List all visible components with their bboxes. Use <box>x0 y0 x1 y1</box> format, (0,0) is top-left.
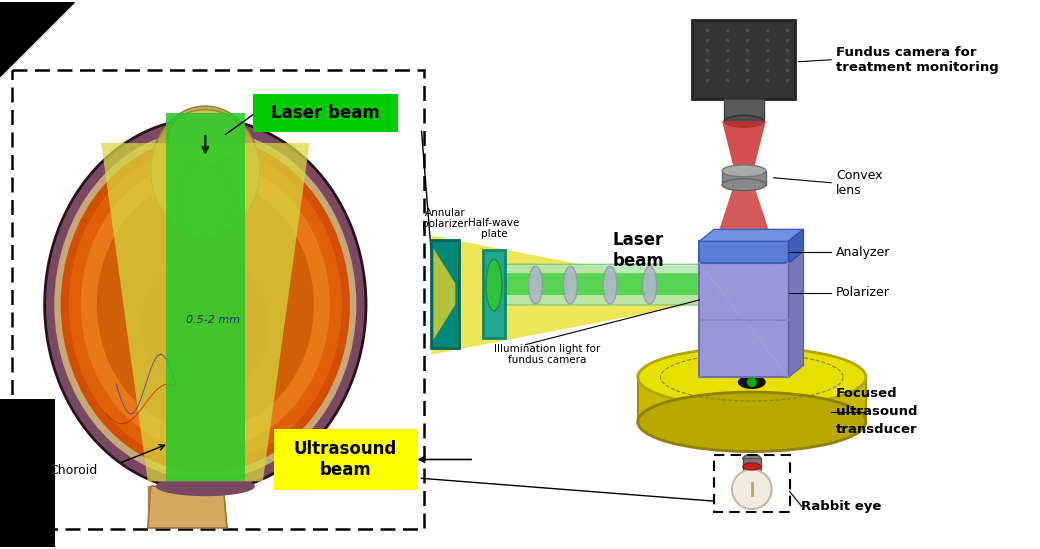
Text: Polarizer: Polarizer <box>836 287 890 299</box>
Text: Annular
polarizer: Annular polarizer <box>422 208 468 229</box>
Polygon shape <box>148 486 151 528</box>
Ellipse shape <box>738 375 765 389</box>
Polygon shape <box>165 113 245 481</box>
Polygon shape <box>699 251 804 263</box>
Text: Half-wave
plate: Half-wave plate <box>468 218 520 239</box>
FancyBboxPatch shape <box>693 20 796 99</box>
FancyBboxPatch shape <box>724 99 763 121</box>
FancyBboxPatch shape <box>699 263 788 377</box>
Text: Ultrasound
beam: Ultrasound beam <box>293 440 397 479</box>
Text: Focused
ultrasound
transducer: Focused ultrasound transducer <box>836 388 917 436</box>
Ellipse shape <box>69 146 342 463</box>
FancyBboxPatch shape <box>488 264 702 305</box>
Ellipse shape <box>486 259 502 311</box>
Ellipse shape <box>724 115 763 127</box>
Polygon shape <box>699 229 804 241</box>
Ellipse shape <box>156 477 255 496</box>
Polygon shape <box>0 399 54 547</box>
Polygon shape <box>717 184 772 239</box>
Text: Convex
lens: Convex lens <box>836 169 883 197</box>
Ellipse shape <box>528 266 543 304</box>
FancyBboxPatch shape <box>743 458 761 470</box>
FancyBboxPatch shape <box>722 171 765 184</box>
Text: Analyzer: Analyzer <box>836 246 890 259</box>
Circle shape <box>732 469 772 509</box>
Text: Laser beam: Laser beam <box>271 104 380 122</box>
FancyBboxPatch shape <box>432 240 460 348</box>
Ellipse shape <box>60 137 349 473</box>
Ellipse shape <box>603 266 617 304</box>
Ellipse shape <box>564 266 577 304</box>
Polygon shape <box>722 121 765 169</box>
Ellipse shape <box>178 165 233 239</box>
Circle shape <box>747 377 757 387</box>
Ellipse shape <box>45 118 366 491</box>
Ellipse shape <box>643 266 656 304</box>
Polygon shape <box>788 229 804 263</box>
Ellipse shape <box>722 179 765 191</box>
Text: Laser
beam: Laser beam <box>613 231 665 270</box>
Polygon shape <box>788 251 804 377</box>
FancyBboxPatch shape <box>483 250 504 338</box>
Ellipse shape <box>168 110 242 164</box>
Polygon shape <box>148 486 227 528</box>
Polygon shape <box>101 143 310 481</box>
Ellipse shape <box>638 348 866 407</box>
Ellipse shape <box>638 392 866 451</box>
FancyBboxPatch shape <box>274 429 417 490</box>
Ellipse shape <box>743 463 761 470</box>
Ellipse shape <box>743 455 761 462</box>
Text: Fundus camera for
treatment monitoring: Fundus camera for treatment monitoring <box>836 46 998 74</box>
Text: Rabbit eye: Rabbit eye <box>802 500 882 513</box>
Ellipse shape <box>97 179 314 430</box>
FancyBboxPatch shape <box>638 377 866 422</box>
Ellipse shape <box>141 255 269 395</box>
Polygon shape <box>434 248 456 340</box>
Ellipse shape <box>722 165 765 177</box>
Polygon shape <box>432 236 699 355</box>
Text: 0.5-2 mm: 0.5-2 mm <box>186 315 240 324</box>
FancyBboxPatch shape <box>489 273 701 295</box>
Ellipse shape <box>81 160 330 449</box>
Ellipse shape <box>54 130 357 480</box>
Ellipse shape <box>151 106 260 235</box>
FancyBboxPatch shape <box>699 241 788 263</box>
Text: Illumination light for
fundus camera: Illumination light for fundus camera <box>494 344 601 365</box>
Polygon shape <box>0 2 75 77</box>
Text: Choroid: Choroid <box>50 464 98 477</box>
FancyBboxPatch shape <box>253 94 397 132</box>
